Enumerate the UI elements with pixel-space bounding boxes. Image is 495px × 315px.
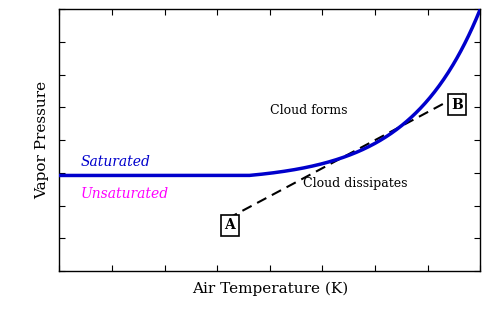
Text: Saturated: Saturated xyxy=(80,155,150,169)
Y-axis label: Vapor Pressure: Vapor Pressure xyxy=(35,81,49,199)
X-axis label: Air Temperature (K): Air Temperature (K) xyxy=(192,281,348,296)
Text: A: A xyxy=(224,218,235,232)
Text: Cloud forms: Cloud forms xyxy=(270,104,347,117)
Text: B: B xyxy=(451,98,463,112)
Text: Unsaturated: Unsaturated xyxy=(80,187,169,201)
Text: Cloud dissipates: Cloud dissipates xyxy=(303,177,408,190)
